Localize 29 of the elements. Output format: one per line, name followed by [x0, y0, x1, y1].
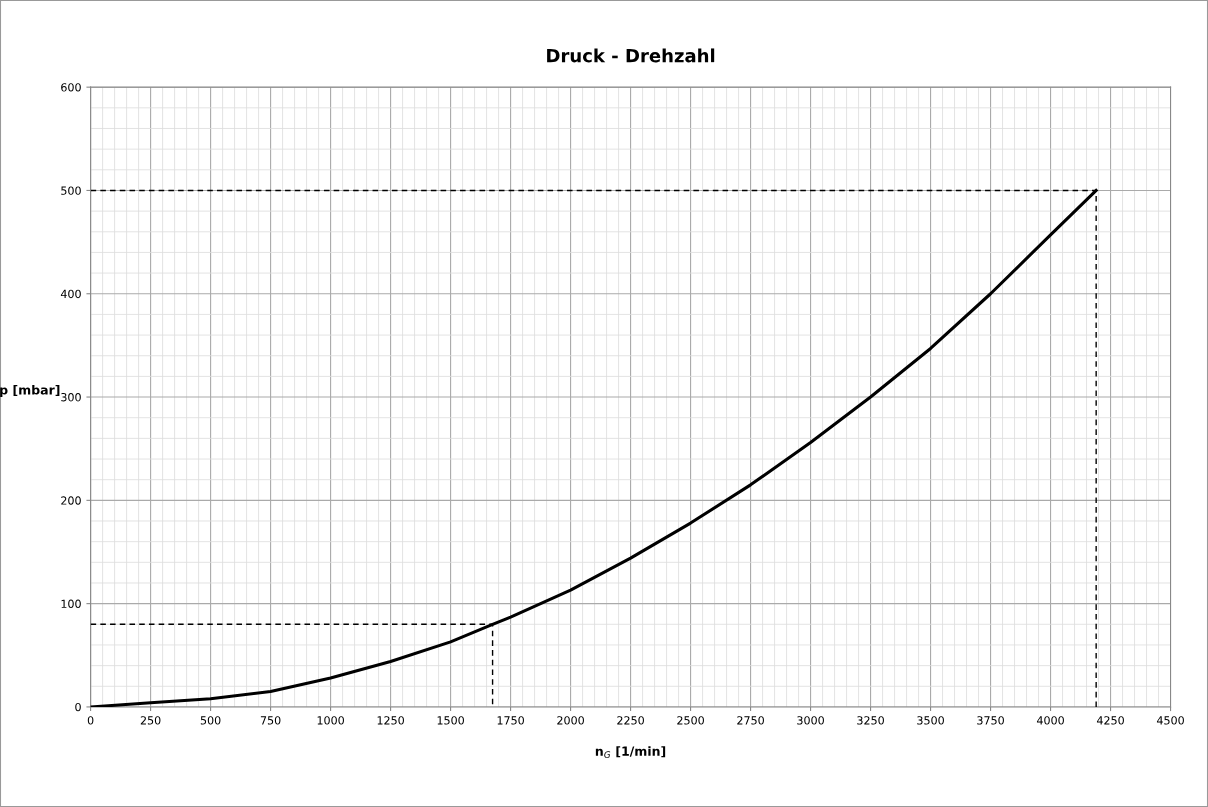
chart-title: Druck - Drehzahl — [547, 48, 715, 63]
x-tick-label: 1750 — [497, 716, 524, 725]
x-tick-label: 250 — [140, 716, 161, 725]
x-tick-label: 2750 — [737, 716, 764, 725]
y-tick-label: 400 — [60, 289, 81, 299]
x-tick-label: 2250 — [617, 716, 644, 725]
x-tick-label: 1000 — [317, 716, 344, 725]
x-tick-label: 2500 — [677, 716, 704, 725]
x-tick-label: 0 — [87, 716, 94, 725]
x-tick-label: 3500 — [917, 716, 944, 725]
x-tick-label: 2000 — [557, 716, 584, 725]
y-tick-label: 300 — [61, 393, 81, 402]
x-tick-label: 4250 — [1096, 716, 1124, 725]
y-tick-label: 500 — [61, 186, 81, 195]
x-tick-label: 4000 — [1036, 716, 1064, 725]
y-tick-label: 100 — [61, 599, 81, 609]
x-tick-label: 3750 — [977, 716, 1004, 725]
y-tick-label: 200 — [61, 496, 81, 505]
y-tick-label: 0 — [75, 702, 81, 712]
x-axis-title: n$_{G}$ [1/min] — [595, 746, 666, 758]
y-tick-label: 600 — [61, 83, 81, 92]
x-tick-label: 500 — [200, 716, 221, 725]
x-tick-label: 1500 — [437, 716, 464, 725]
x-tick-label: 750 — [260, 716, 281, 725]
x-tick-label: 1250 — [377, 716, 404, 725]
x-tick-label: 3000 — [797, 716, 824, 725]
x-tick-label: 3250 — [857, 716, 884, 725]
x-tick-label: 4500 — [1156, 716, 1184, 725]
y-axis-title: p [mbar] — [0, 384, 60, 398]
